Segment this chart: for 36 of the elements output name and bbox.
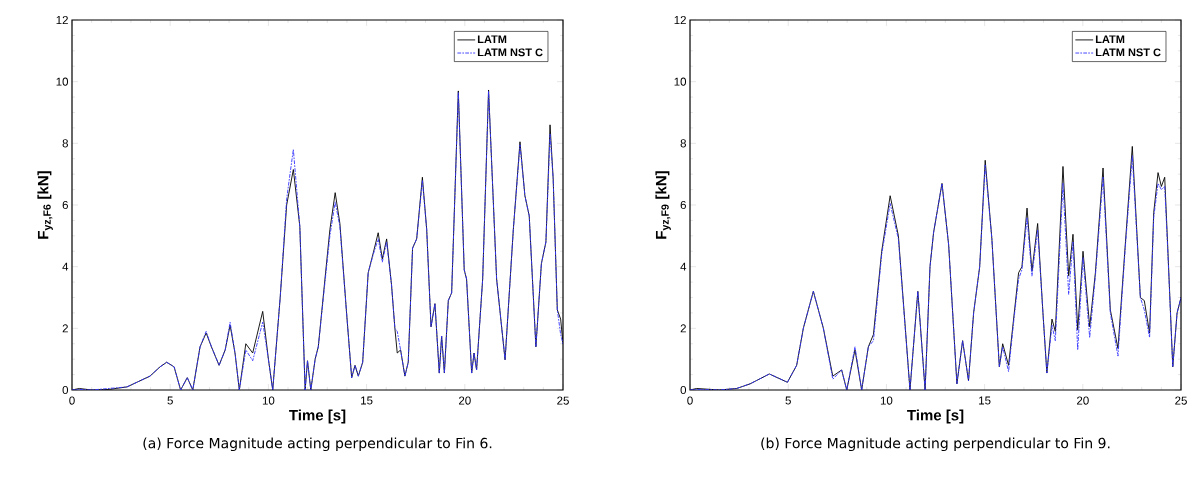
y-tick-label: 6 (680, 200, 686, 210)
y-axis-title: F$_{yz,F9}$ [kN] (655, 171, 671, 239)
x-tick-label: 20 (1076, 396, 1089, 405)
text: (b) Force Magnitude acting perpendicular to Fin 9. (761, 437, 1110, 452)
x-tick-label: 10 (880, 396, 893, 405)
legend-label: LATM NST C (477, 48, 543, 57)
x-tick-label: 10 (262, 396, 275, 405)
legend-label: LATM (477, 35, 507, 43)
text: (a) Force Magnitude acting perpendicular to Fin 6. (143, 437, 492, 452)
y-tick-label: 10 (56, 77, 69, 86)
y-tick-label: 0 (680, 385, 687, 395)
legend-label: LATM NST C (1095, 48, 1161, 57)
x-tick-label: 20 (458, 396, 471, 405)
y-tick-label: 0 (62, 385, 69, 395)
x-tick-label: 5 (785, 396, 791, 405)
y-tick-label: 10 (674, 77, 687, 86)
y-tick-label: 4 (62, 262, 69, 271)
y-tick-label: 8 (680, 139, 686, 148)
x-tick-label: 0 (687, 396, 693, 405)
legend-label: LATM (1095, 35, 1125, 43)
y-tick-label: 12 (56, 15, 68, 25)
x-tick-label: 15 (361, 396, 373, 405)
y-tick-label: 6 (62, 200, 68, 210)
y-tick-label: 2 (680, 324, 686, 333)
x-axis-title: Time [s] (907, 409, 964, 424)
x-tick-label: 15 (979, 396, 991, 405)
x-tick-label: 5 (167, 396, 173, 405)
y-axis-title: F$_{yz,F6}$ [kN] (37, 171, 53, 239)
y-tick-label: 4 (680, 262, 687, 271)
y-tick-label: 2 (62, 324, 68, 333)
x-tick-label: 25 (557, 396, 569, 405)
y-tick-label: 12 (674, 15, 686, 25)
x-axis-title: Time [s] (289, 409, 346, 424)
x-tick-label: 0 (69, 396, 75, 405)
x-tick-label: 25 (1175, 396, 1187, 405)
y-tick-label: 8 (62, 139, 68, 148)
